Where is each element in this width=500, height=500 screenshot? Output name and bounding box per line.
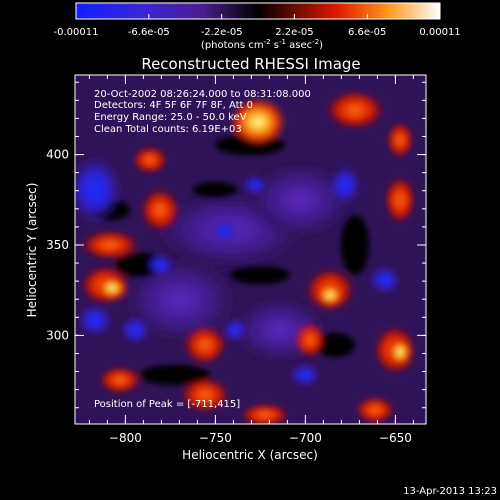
- colorbar: -0.00011 -6.6e-05 -2.2e-05 2.2e-05 6.6e-05 0.…: [54, 2, 461, 51]
- colorbar-tick-label: -6.6e-05: [128, 27, 170, 38]
- x-axis-tick-labels: −800 −750 −700 −650: [109, 431, 412, 445]
- detectors-label: Detectors: 4F 5F 6F 7F 8F, Att 0: [94, 100, 253, 111]
- y-tick-label: 350: [46, 238, 69, 252]
- colorbar-tick-label: 6.6e-05: [348, 27, 386, 38]
- rhessi-image: 20-Oct-2002 08:26:24.000 to 08:31:08.000…: [75, 75, 426, 424]
- energy-range-label: Energy Range: 25.0 - 50.0 keV: [94, 112, 247, 123]
- colorbar-tick-label: -0.00011: [54, 27, 99, 38]
- image-title: Reconstructed RHESSI Image: [141, 55, 360, 73]
- x-tick-label: −750: [199, 431, 232, 445]
- y-axis-ticks: [75, 81, 426, 409]
- y-tick-label: 300: [46, 328, 69, 342]
- colorbar-gradient: [75, 2, 441, 20]
- x-axis-ticks: [88, 75, 414, 424]
- colorbar-tick-label: 0.00011: [419, 27, 460, 38]
- y-axis-tick-labels: 300 350 400: [46, 148, 69, 343]
- colorbar-tick-label: -2.2e-05: [201, 27, 243, 38]
- x-tick-label: −650: [379, 431, 412, 445]
- x-axis-title: Heliocentric X (arcsec): [182, 448, 318, 462]
- colorbar-ticks: [75, 14, 441, 19]
- colorbar-unit: (photons cm-2 s-1 asec-2): [201, 38, 323, 51]
- y-axis-title: Heliocentric Y (arcsec): [25, 183, 39, 318]
- x-tick-label: −800: [109, 431, 142, 445]
- peak-position-label: Position of Peak = [-711,415]: [94, 399, 240, 410]
- x-tick-label: −700: [289, 431, 322, 445]
- plot-frame: [74, 74, 427, 425]
- colorbar-tick-labels: -0.00011 -6.6e-05 -2.2e-05 2.2e-05 6.6e-05 0.…: [54, 27, 461, 38]
- y-tick-label: 400: [46, 148, 69, 162]
- clean-counts-label: Clean Total counts: 6.19E+03: [94, 124, 242, 135]
- time-range-label: 20-Oct-2002 08:26:24.000 to 08:31:08.000: [94, 89, 311, 100]
- timestamp: 13-Apr-2013 13:23: [403, 486, 497, 497]
- colorbar-tick-label: 2.2e-05: [275, 27, 313, 38]
